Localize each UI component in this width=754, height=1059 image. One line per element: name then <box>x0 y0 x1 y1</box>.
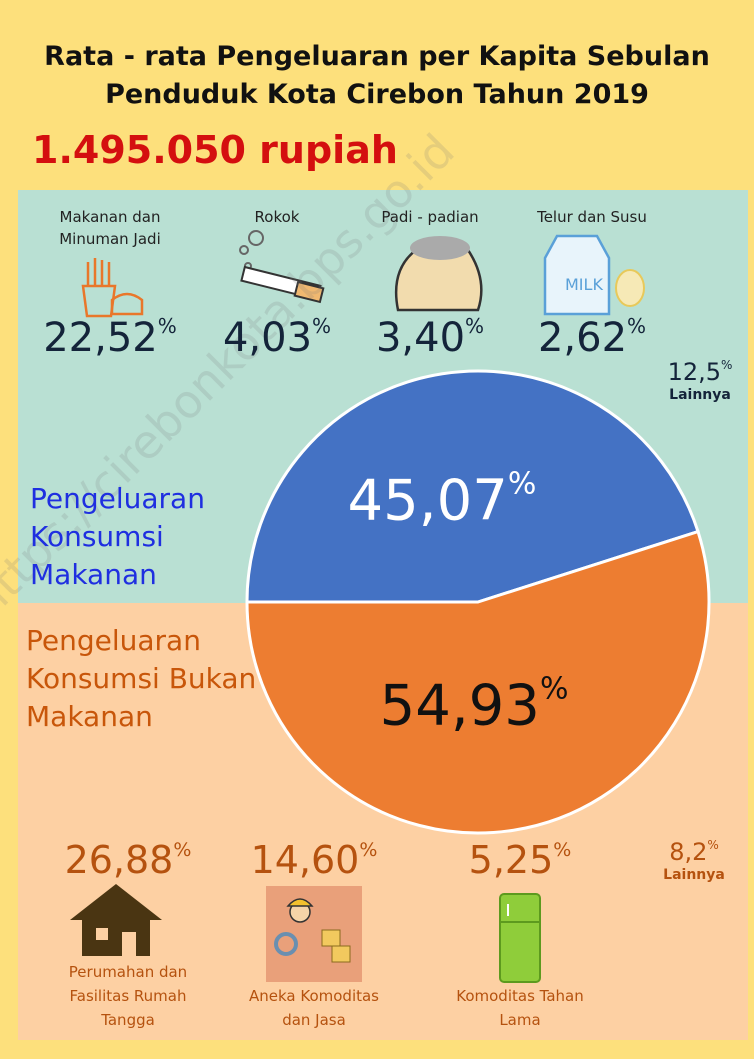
nonfood-item-value-number: 5,25 <box>468 838 554 882</box>
pie: 45,07%54,93% <box>245 369 711 835</box>
nonfood-other-value: 8,2% <box>669 838 719 866</box>
nonfood-item-value-unit: % <box>553 838 572 861</box>
nonfood-category-label: Pengeluaran Konsumsi Bukan Makanan <box>26 624 257 733</box>
food-item-value-unit: % <box>312 314 332 338</box>
nonfood-other-label: Lainnya <box>663 867 725 883</box>
nonfood-item-label: Komoditas Tahan Lama <box>456 987 584 1029</box>
fridge-icon <box>499 893 541 983</box>
slice-unit: % <box>540 672 569 707</box>
food-other-label: Lainnya <box>669 387 731 403</box>
food-item-value: 22,52% <box>43 314 177 361</box>
nonfood-item-value-number: 26,88 <box>64 838 174 882</box>
milk-icon: MILK <box>543 234 645 316</box>
food-item-value-unit: % <box>465 314 485 338</box>
food-other-value-unit: % <box>721 358 733 373</box>
nonfood-item-value: 5,25% <box>469 838 572 882</box>
nonfood-item-value-unit: % <box>359 838 378 861</box>
food-item-value-unit: % <box>157 314 177 338</box>
nonfood-item-label: Aneka Komoditas dan Jasa <box>248 987 379 1029</box>
slice-label: 54,93% <box>380 672 569 739</box>
food-item-value-number: 4,03 <box>222 315 313 361</box>
nonfood-item-value-number: 14,60 <box>250 838 360 882</box>
slice-value: 45,07 <box>348 468 508 533</box>
food-item-value-number: 22,52 <box>43 315 158 361</box>
pie-slice <box>245 369 700 604</box>
nonfood-other-value-number: 8,2 <box>669 838 708 866</box>
house-icon <box>70 884 162 956</box>
food-item-value: 3,40% <box>376 314 484 361</box>
nonfood-other-value-unit: % <box>707 838 719 853</box>
food-item-label: Rokok <box>254 208 300 226</box>
food-item-value: 2,62% <box>538 314 646 361</box>
food-item-value: 4,03% <box>223 314 331 361</box>
milk-icon-text: MILK <box>565 275 603 294</box>
food-item-value-number: 2,62 <box>537 315 628 361</box>
pie-slice <box>245 529 711 835</box>
food-other-value-number: 12,5 <box>667 358 722 386</box>
food-category-label: Pengeluaran Konsumsi Makanan <box>30 482 205 591</box>
food-item-label: Padi - padian <box>381 208 479 226</box>
food-item-value-number: 3,40 <box>375 315 466 361</box>
cigarette-icon <box>239 230 325 304</box>
slice-label: 45,07% <box>348 466 537 533</box>
food-item-label: Makanan dan Minuman Jadi <box>59 208 161 248</box>
fries-icon <box>81 258 144 318</box>
total: 1.495.050 rupiah <box>32 128 398 172</box>
title: Rata - rata Pengeluaran per Kapita Sebul… <box>44 41 710 110</box>
sack-icon <box>394 236 483 312</box>
nonfood-item-value: 14,60% <box>251 838 378 882</box>
nonfood-item-label: Perumahan dan Fasilitas Rumah Tangga <box>68 963 188 1029</box>
slice-unit: % <box>508 466 537 501</box>
food-item-label: Telur dan Susu <box>537 208 647 226</box>
nonfood-item-value-unit: % <box>173 838 192 861</box>
worker-icon <box>266 886 362 982</box>
slice-value: 54,93 <box>380 674 540 739</box>
food-other-value: 12,5% <box>668 358 733 386</box>
food-item-value-unit: % <box>627 314 647 338</box>
nonfood-item-value: 26,88% <box>65 838 192 882</box>
